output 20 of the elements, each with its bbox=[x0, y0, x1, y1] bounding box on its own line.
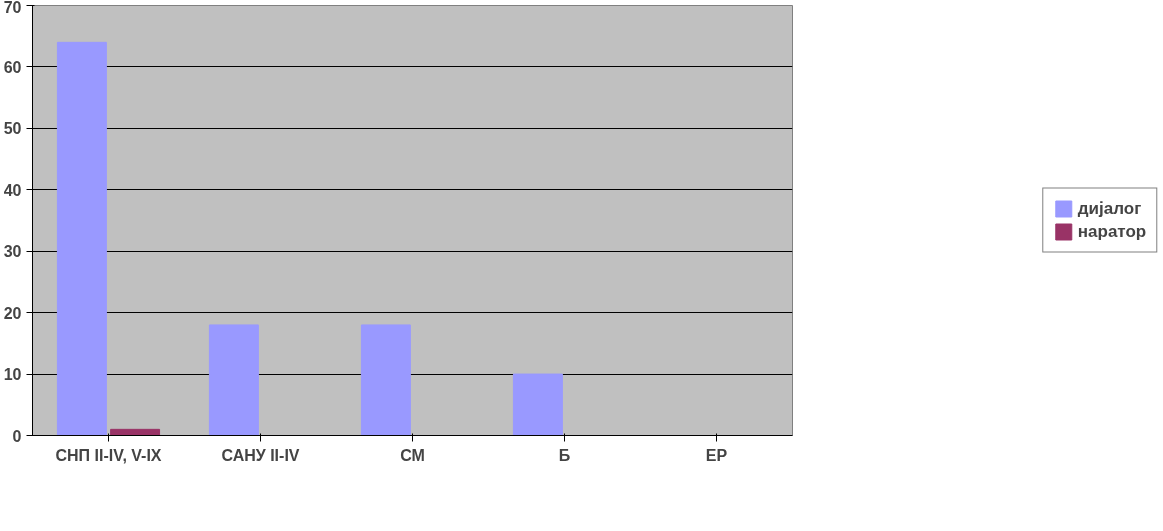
legend-label: дијалог bbox=[1077, 198, 1142, 219]
y-tick-label: 30 bbox=[3, 243, 22, 261]
y-tick-label: 0 bbox=[12, 427, 22, 445]
y-tick-label: 40 bbox=[3, 181, 22, 199]
x-tick-label: СМ bbox=[400, 446, 425, 464]
y-tick-label: 60 bbox=[3, 58, 22, 76]
x-tick-label: ЕР bbox=[705, 446, 728, 464]
y-tick-label: 20 bbox=[3, 304, 22, 322]
legend-label: наратор bbox=[1077, 221, 1147, 242]
x-tick-label: СНП II-IV, V-IX bbox=[55, 446, 162, 464]
x-tick-label: САНУ II-IV bbox=[221, 446, 300, 464]
y-tick-label: 70 bbox=[3, 0, 22, 16]
x-tick-label: Б bbox=[558, 446, 571, 464]
y-tick-label: 10 bbox=[3, 366, 22, 384]
bar bbox=[208, 324, 259, 436]
bar bbox=[360, 324, 411, 436]
bar bbox=[56, 41, 107, 436]
y-tick-label: 50 bbox=[3, 120, 22, 138]
bar bbox=[110, 428, 161, 436]
bar bbox=[512, 373, 563, 436]
